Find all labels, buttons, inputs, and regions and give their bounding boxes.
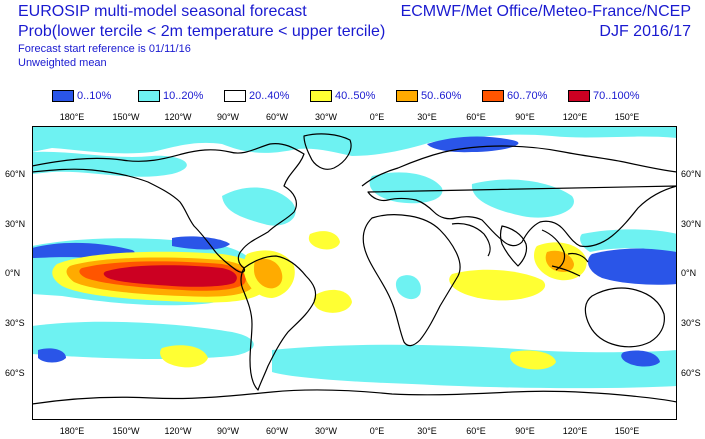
shade-pacific-blue-midwest bbox=[172, 236, 230, 250]
lat-label-right-60n: 60°N bbox=[681, 169, 702, 179]
lat-label-left-60n: 60°N bbox=[5, 169, 26, 179]
lon-label-top-120e: 120°E bbox=[562, 112, 588, 122]
legend-item-10-20: 10..20% bbox=[138, 89, 203, 103]
title-line-2: Prob(lower tercile < 2m temperature < up… bbox=[18, 23, 386, 40]
legend-label-10-20: 10..20% bbox=[163, 90, 204, 102]
legend-item-40-50: 40..50% bbox=[310, 89, 375, 103]
color-legend: 0..10% 10..20% 20..40% 40..50% 50..60% 6… bbox=[0, 89, 705, 103]
lon-label-top-120w: 120°W bbox=[164, 112, 192, 122]
shade-north-pacific bbox=[32, 151, 187, 177]
lat-label-right-30n: 30°N bbox=[681, 219, 702, 229]
shade-southern-ocean-yellow bbox=[510, 350, 556, 370]
shade-europe-cyan bbox=[369, 172, 443, 204]
coast-africa bbox=[362, 214, 461, 347]
weighting-text: Unweighted mean bbox=[18, 57, 107, 69]
shade-west-southern-blue bbox=[38, 348, 66, 363]
shade-southern-ocean-cyan bbox=[272, 344, 677, 389]
lon-label-top-0e: 0°E bbox=[369, 112, 385, 122]
legend-label-0-10: 0..10% bbox=[77, 90, 112, 102]
legend-item-0-10: 0..10% bbox=[52, 89, 111, 103]
coast-australia bbox=[584, 287, 665, 348]
lon-label-bottom-60e: 60°E bbox=[466, 426, 486, 436]
coast-southeast-asia bbox=[541, 229, 589, 277]
lon-label-bottom-0e: 0°E bbox=[369, 426, 385, 436]
legend-swatch-40-50 bbox=[310, 90, 332, 102]
lat-label-left-30s: 30°S bbox=[5, 318, 25, 328]
title-line-1: EUROSIP multi-model seasonal forecast bbox=[18, 3, 307, 20]
legend-swatch-70-100 bbox=[568, 90, 590, 102]
lon-label-top-150e: 150°E bbox=[614, 112, 640, 122]
shade-indian-ocean-yellow bbox=[449, 269, 546, 301]
map-border bbox=[32, 126, 677, 420]
legend-item-50-60: 50..60% bbox=[396, 89, 461, 103]
shade-enso-darkred bbox=[103, 265, 237, 287]
shade-south-america-orange bbox=[254, 258, 283, 289]
legend-swatch-0-10 bbox=[52, 90, 74, 102]
legend-label-70-100: 70..100% bbox=[593, 90, 640, 102]
coastlines bbox=[32, 133, 677, 405]
legend-swatch-10-20 bbox=[138, 90, 160, 102]
shade-canada-cyan bbox=[222, 187, 296, 226]
lon-label-top-60w: 60°W bbox=[265, 112, 289, 122]
lat-label-right-60s: 60°S bbox=[681, 368, 701, 378]
shade-africa-cyan bbox=[395, 275, 421, 300]
lon-label-bottom-30w: 30°W bbox=[314, 426, 338, 436]
legend-swatch-60-70 bbox=[482, 90, 504, 102]
lon-label-bottom-90e: 90°E bbox=[515, 426, 535, 436]
lon-label-bottom-90w: 90°W bbox=[216, 426, 240, 436]
lat-label-right-0n: 0°N bbox=[681, 268, 697, 278]
lon-label-top-150w: 150°W bbox=[112, 112, 140, 122]
lon-label-bottom-180e: 180°E bbox=[59, 426, 85, 436]
coast-south-america bbox=[240, 255, 317, 391]
legend-item-20-40: 20..40% bbox=[224, 89, 289, 103]
shade-atlantic-yellow bbox=[308, 231, 340, 250]
coast-north-america bbox=[32, 143, 305, 273]
lon-label-bottom-60w: 60°W bbox=[265, 426, 289, 436]
season-title: DJF 2016/17 bbox=[599, 23, 691, 40]
coast-europe-asia bbox=[361, 145, 677, 248]
lon-label-top-30w: 30°W bbox=[314, 112, 338, 122]
coast-antarctica bbox=[32, 389, 677, 405]
shade-north-america-arctic bbox=[32, 126, 677, 156]
lon-label-top-90e: 90°E bbox=[515, 112, 535, 122]
forecast-reference-text: Forecast start reference is 01/11/16 bbox=[18, 43, 191, 55]
legend-label-50-60: 50..60% bbox=[421, 90, 462, 102]
shade-west-pacific-cyan bbox=[580, 229, 677, 252]
shade-southern-ocean-blue bbox=[621, 350, 660, 367]
legend-swatch-20-40 bbox=[224, 90, 246, 102]
lat-label-right-30s: 30°S bbox=[681, 318, 701, 328]
lon-label-bottom-30e: 30°E bbox=[417, 426, 437, 436]
lon-label-bottom-120e: 120°E bbox=[562, 426, 588, 436]
legend-swatch-50-60 bbox=[396, 90, 418, 102]
lon-label-top-30e: 30°E bbox=[417, 112, 437, 122]
legend-item-60-70: 60..70% bbox=[482, 89, 547, 103]
coast-arabia-india bbox=[451, 222, 528, 267]
lon-label-top-90w: 90°W bbox=[216, 112, 240, 122]
shade-west-pacific-blue bbox=[587, 248, 677, 285]
shade-south-pacific-yellow bbox=[160, 345, 208, 368]
lon-label-top-60e: 60°E bbox=[466, 112, 486, 122]
legend-label-20-40: 20..40% bbox=[249, 90, 290, 102]
lat-label-left-0n: 0°N bbox=[5, 268, 21, 278]
producers-title: ECMWF/Met Office/Meteo-France/NCEP bbox=[400, 3, 691, 20]
lon-label-bottom-120w: 120°W bbox=[164, 426, 192, 436]
lon-label-bottom-150w: 150°W bbox=[112, 426, 140, 436]
lat-label-left-60s: 60°S bbox=[5, 368, 25, 378]
world-map bbox=[32, 126, 677, 420]
lat-label-left-30n: 30°N bbox=[5, 219, 26, 229]
legend-label-40-50: 40..50% bbox=[335, 90, 376, 102]
coast-greenland bbox=[303, 133, 352, 170]
legend-label-60-70: 60..70% bbox=[507, 90, 548, 102]
shade-south-atlantic-yellow bbox=[313, 289, 352, 313]
lon-label-top-180e: 180°E bbox=[59, 112, 85, 122]
shade-siberia-blue bbox=[427, 136, 519, 153]
legend-item-70-100: 70..100% bbox=[568, 89, 639, 103]
lon-label-bottom-150e: 150°E bbox=[614, 426, 640, 436]
